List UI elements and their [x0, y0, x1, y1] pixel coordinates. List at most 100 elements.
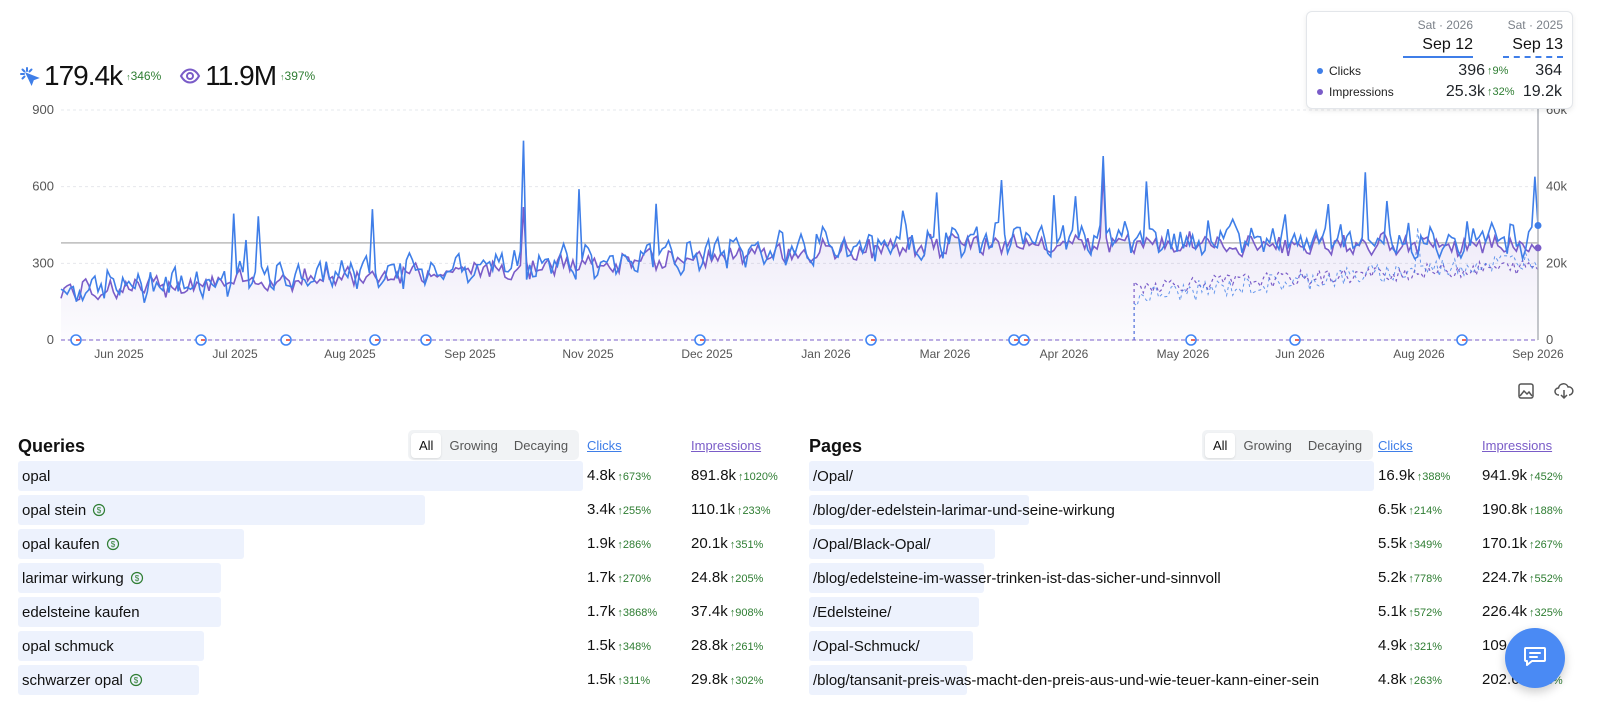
share-bar [18, 665, 199, 695]
google-update-icon [280, 334, 292, 346]
impressions-value: 37.4k ↑908% [691, 603, 764, 620]
impressions-value: 224.7k ↑552% [1482, 569, 1563, 586]
queries-row[interactable]: opal [18, 461, 583, 491]
queries-row[interactable]: schwarzer opal $ [18, 665, 583, 695]
click-icon [18, 65, 40, 87]
tooltip-delta: ↑9% [1487, 65, 1509, 77]
share-bar [18, 597, 221, 627]
tooltip-value-current: 396 [1458, 62, 1485, 79]
share-bar [809, 597, 979, 627]
impressions-value: 109 [1482, 637, 1508, 654]
pages-row[interactable]: /Edelsteine/ [809, 597, 1374, 627]
y-left-tick: 300 [32, 255, 54, 270]
svg-text:$: $ [134, 574, 139, 583]
x-tick-label: Jan 2026 [801, 347, 851, 361]
x-tick-label: Nov 2025 [562, 347, 614, 361]
queries-impressions-header[interactable]: Impressions [691, 438, 762, 453]
kpi-impressions-delta: ↑397% [280, 69, 316, 83]
queries-row[interactable]: opal schmuck [18, 631, 583, 661]
queries-label-text: larimar wirkung [22, 569, 124, 587]
queries-row[interactable]: larimar wirkung $ [18, 563, 583, 593]
queries-label-text: opal schmuck [22, 637, 114, 655]
y-right-tick: 20k [1546, 255, 1567, 270]
queries-label: larimar wirkung $ [22, 570, 144, 587]
share-bar [18, 495, 425, 525]
queries-clicks-header[interactable]: Clicks [587, 438, 622, 453]
svg-text:$: $ [110, 540, 115, 549]
pages-label: /Edelsteine/ [813, 604, 891, 621]
queries-row[interactable]: edelsteine kaufen [18, 597, 583, 627]
clicks-dot-icon [1317, 68, 1323, 74]
share-bar [809, 665, 967, 695]
clicks-value: 4.8k ↑673% [587, 467, 651, 484]
pages-row[interactable]: /Opal/ [809, 461, 1374, 491]
chat-button[interactable] [1505, 628, 1565, 688]
filter-decaying[interactable]: Decaying [513, 437, 569, 453]
pages-row[interactable]: /Opal/Black-Opal/ [809, 529, 1374, 559]
clicks-value: 3.4k ↑255% [587, 501, 651, 518]
queries-row[interactable]: opal kaufen $ [18, 529, 583, 559]
queries-label: opal [22, 468, 50, 485]
y-axis-left: 900 600 300 0 [32, 102, 54, 347]
previous-period-line [1133, 259, 1539, 340]
share-bar [18, 631, 204, 661]
cloud-download-icon[interactable] [1554, 381, 1574, 401]
google-update-icon [420, 334, 432, 346]
filter-all[interactable]: All [1205, 432, 1236, 458]
x-tick-label: Jun 2026 [1275, 347, 1325, 361]
filter-all[interactable]: All [411, 432, 442, 458]
x-tick-label: May 2026 [1157, 347, 1210, 361]
filter-growing[interactable]: Growing [1243, 437, 1292, 453]
chart-tooltip: Sat · 2026 Sep 12 Sat · 2025 Sep 13 Clic… [1306, 11, 1573, 109]
pages-label: /Opal/ [813, 468, 853, 485]
pages-label: /blog/edelsteine-im-wasser-trinken-ist-d… [813, 570, 1221, 587]
filter-decaying[interactable]: Decaying [1307, 437, 1363, 453]
queries-label-text: opal stein [22, 501, 87, 519]
filter-growing[interactable]: Growing [449, 437, 498, 453]
pages-row[interactable]: /blog/edelsteine-im-wasser-trinken-ist-d… [809, 563, 1374, 593]
pages-title: Pages [809, 436, 863, 456]
queries-label: opal schmuck [22, 638, 114, 655]
pages-label: /blog/der-edelstein-larimar-und-seine-wi… [813, 502, 1115, 519]
x-tick-label: Aug 2025 [324, 347, 376, 361]
pages-clicks-header[interactable]: Clicks [1378, 438, 1413, 453]
x-tick-label: Mar 2026 [920, 347, 971, 361]
google-update-icon [694, 334, 706, 346]
queries-filter: All Growing Decaying [408, 430, 580, 460]
pages-row[interactable]: /blog/der-edelstein-larimar-und-seine-wi… [809, 495, 1374, 525]
money-icon: $ [129, 673, 143, 687]
image-icon[interactable] [1516, 381, 1536, 401]
pages-label: /Opal-Schmuck/ [813, 638, 920, 655]
pages-label-text: /blog/tansanit-preis-was-macht-den-preis… [813, 671, 1320, 689]
queries-label: opal stein $ [22, 502, 106, 519]
x-tick-label: Dec 2025 [681, 347, 733, 361]
kpi-clicks[interactable]: 179.4k ↑346% [18, 60, 161, 92]
queries-row[interactable]: opal stein $ [18, 495, 583, 525]
pages-row[interactable]: /Opal-Schmuck/ [809, 631, 1374, 661]
pages-label: /blog/tansanit-preis-was-macht-den-preis… [813, 672, 1319, 689]
kpi-impressions[interactable]: 11.9M ↑397% [179, 60, 315, 92]
pages-label-text: /Opal/Black-Opal/ [813, 535, 931, 553]
pages-row[interactable]: /blog/tansanit-preis-was-macht-den-preis… [809, 665, 1374, 695]
queries-title: Queries [18, 436, 86, 456]
tooltip-previous-header: Sat · 2025 Sep 13 [1503, 18, 1563, 58]
google-update-icon [1018, 334, 1030, 346]
clicks-value: 16.9k ↑388% [1378, 467, 1451, 484]
queries-label: opal kaufen $ [22, 536, 120, 553]
google-update-icon [70, 334, 82, 346]
clicks-value: 1.5k ↑348% [587, 637, 651, 654]
tooltip-row-clicks: Clicks 396 ↑9% 364 [1317, 61, 1562, 81]
queries-label: edelsteine kaufen [22, 604, 140, 621]
tooltip-value-current: 25.3k [1445, 83, 1485, 100]
pages-impressions-header[interactable]: Impressions [1482, 438, 1553, 453]
impressions-dot-icon [1317, 89, 1323, 95]
google-update-icon [1185, 334, 1197, 346]
impressions-value: 226.4k ↑325% [1482, 603, 1563, 620]
impressions-value: 941.9k ↑452% [1482, 467, 1563, 484]
x-axis: Jun 2025 Jul 2025 Aug 2025 Sep 2025 Nov 2025… [94, 347, 1564, 361]
x-tick-label: Aug 2026 [1393, 347, 1445, 361]
tooltip-label: Impressions [1329, 85, 1394, 99]
y-left-tick: 900 [32, 102, 54, 117]
tooltip-previous-date: Sep 13 [1503, 36, 1563, 58]
